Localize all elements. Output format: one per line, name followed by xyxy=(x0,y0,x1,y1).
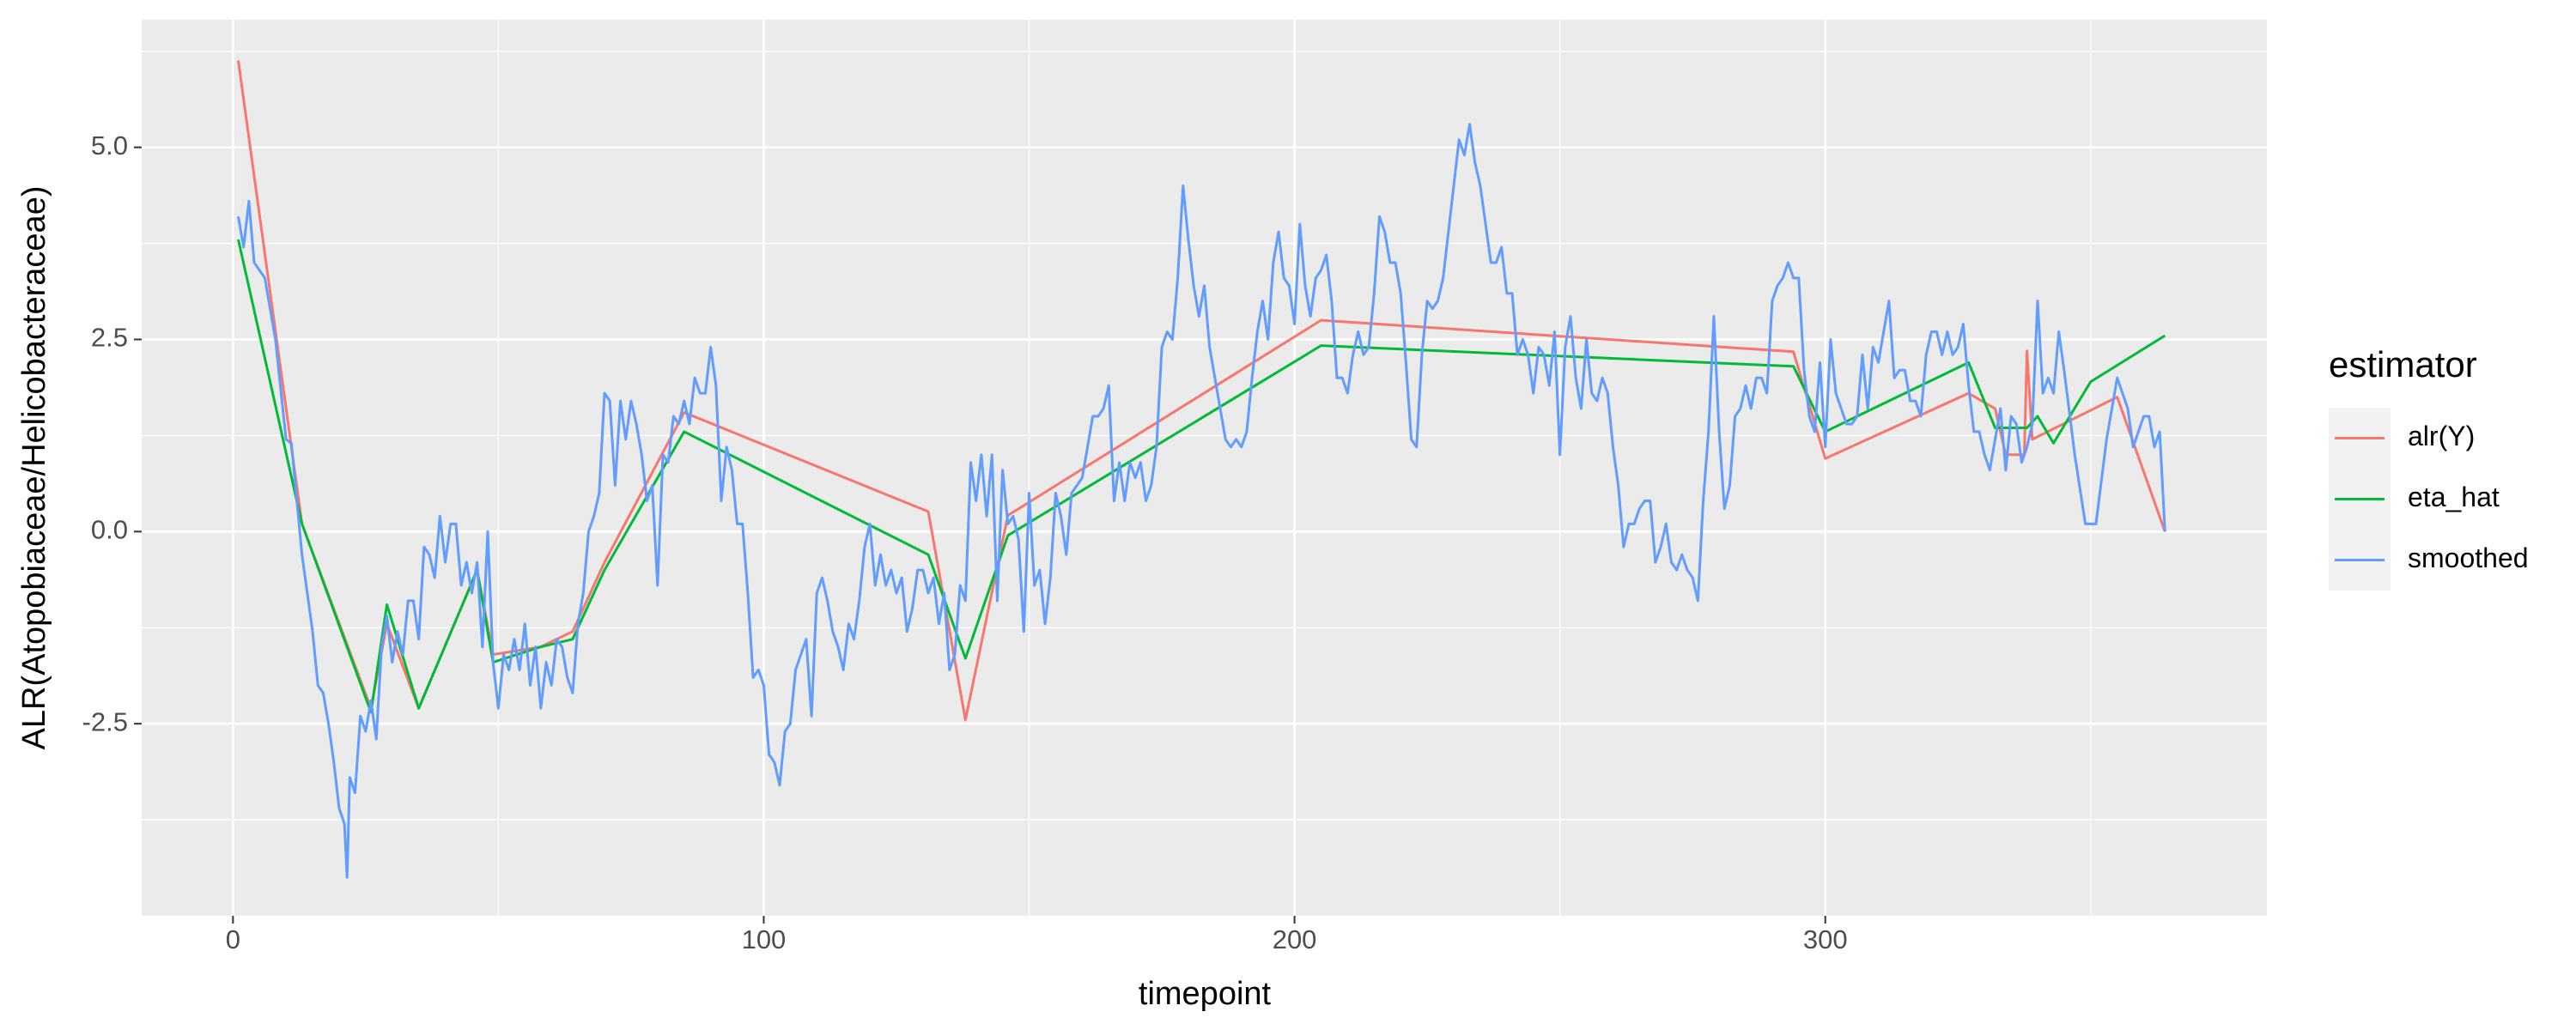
y-tick-label: 5.0 xyxy=(91,130,128,161)
legend-label: alr(Y) xyxy=(2408,421,2475,451)
y-tick-label: -2.5 xyxy=(82,706,128,736)
y-tick-label: 0.0 xyxy=(91,515,128,545)
panel-background xyxy=(142,20,2267,916)
x-tick-label: 300 xyxy=(1803,924,1848,954)
x-tick-label: 200 xyxy=(1273,924,1317,954)
y-axis-title: ALR(Atopobiaceae/Helicobacteraceae) xyxy=(16,186,52,750)
series-line xyxy=(237,123,2166,879)
series-line xyxy=(237,239,2166,714)
y-tick-label: 2.5 xyxy=(91,323,128,353)
x-tick-label: 100 xyxy=(742,924,787,954)
legend-label: smoothed xyxy=(2408,542,2529,573)
panel xyxy=(142,20,2267,916)
x-tick-label: 0 xyxy=(226,924,240,954)
legend-label: eta_hat xyxy=(2408,482,2500,512)
x-axis-title: timepoint xyxy=(1139,976,1272,1012)
legend-title: estimator xyxy=(2329,344,2477,385)
